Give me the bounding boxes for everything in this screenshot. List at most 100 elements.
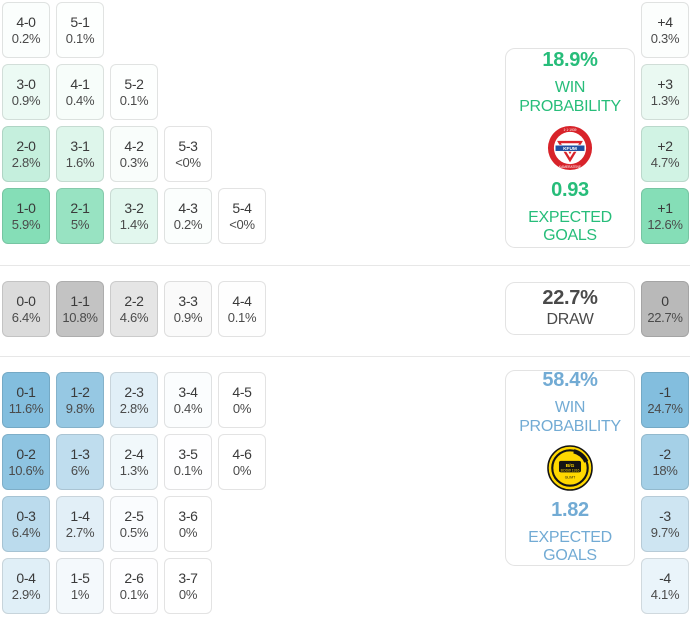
probability-percentage: 0% (178, 525, 198, 540)
score-label: 2-4 (124, 446, 144, 462)
probability-percentage: 1.4% (119, 217, 149, 232)
goal-diff-tile: +3 1.3% (641, 64, 689, 120)
score-tile: 4-0 0.2% (2, 2, 50, 58)
score-tile: 4-6 0% (218, 434, 266, 490)
probability-percentage: 4.6% (119, 310, 149, 325)
probability-percentage: 5% (70, 217, 90, 232)
probability-percentage: 1.6% (65, 155, 95, 170)
score-label: 3-5 (178, 446, 198, 462)
score-label: 0-2 (16, 446, 36, 462)
probability-percentage: <0% (175, 155, 201, 170)
svg-text:BODØ 1916: BODØ 1916 (561, 468, 580, 472)
score-label: 2-5 (124, 508, 144, 524)
score-label: 3-1 (70, 138, 90, 154)
score-tile: 3-0 0.9% (2, 64, 50, 120)
score-label: 1-0 (16, 200, 36, 216)
score-tile-row: 0-2 10.6% 1-3 6% 2-4 1.3% 3-5 0.1% 4-6 0% (2, 434, 266, 490)
probability-percentage: 2.8% (119, 401, 149, 416)
score-label: 1-2 (70, 384, 90, 400)
score-label: 4-3 (178, 200, 198, 216)
goal-diff-label: +2 (657, 138, 673, 154)
home-expected-goals-value: 0.93 (551, 179, 589, 201)
score-label: 0-1 (16, 384, 36, 400)
probability-percentage: 2.9% (11, 587, 41, 602)
probability-percentage: <0% (229, 217, 255, 232)
score-tile: 5-2 0.1% (110, 64, 158, 120)
score-label: 1-4 (70, 508, 90, 524)
score-label: 3-2 (124, 200, 144, 216)
home-win-probability-value: 18.9% (542, 49, 598, 72)
goal-diff-label: 0 (661, 293, 669, 309)
svg-text:KFUM: KFUM (563, 146, 577, 152)
score-label: 2-6 (124, 570, 144, 586)
probability-percentage: 9.8% (65, 401, 95, 416)
probability-percentage: 0.1% (65, 31, 95, 46)
score-tile: 1-0 5.9% (2, 188, 50, 244)
score-tile: 3-2 1.4% (110, 188, 158, 244)
score-label: 2-0 (16, 138, 36, 154)
probability-percentage: 10.6% (8, 463, 44, 478)
score-label: 3-0 (16, 76, 36, 92)
probability-percentage: 0.1% (227, 310, 257, 325)
goal-diff-tile: -3 9.7% (641, 496, 689, 552)
score-label: 5-4 (232, 200, 252, 216)
goal-diff-tile: -1 24.7% (641, 372, 689, 428)
draw-goal-diff-column: 0 22.7% (641, 281, 689, 337)
score-label: 3-4 (178, 384, 198, 400)
draw-summary-card: 22.7% DRAW (505, 282, 635, 335)
score-label: 0-4 (16, 570, 36, 586)
score-tile-row: 3-0 0.9% 4-1 0.4% 5-2 0.1% (2, 64, 266, 120)
away-win-score-grid: 0-1 11.6% 1-2 9.8% 2-3 2.8% 3-4 0.4% 4-5 0% 0-2 10.… (2, 372, 266, 614)
probability-percentage: 1% (70, 587, 90, 602)
probability-percentage: 6% (70, 463, 90, 478)
probability-percentage: 0.5% (119, 525, 149, 540)
score-label: 4-6 (232, 446, 252, 462)
probability-percentage: 0.9% (173, 310, 203, 325)
away-expected-goals-label: EXPECTED GOALS (528, 529, 612, 565)
score-tile: 1-3 6% (56, 434, 104, 490)
score-tile: 4-3 0.2% (164, 188, 212, 244)
score-tile: 3-3 0.9% (164, 281, 212, 337)
score-tile-row: 4-0 0.2% 5-1 0.1% (2, 2, 266, 58)
probability-percentage: 0.1% (119, 587, 149, 602)
goal-diff-label: -4 (659, 570, 671, 586)
svg-text:1·1·1939: 1·1·1939 (563, 128, 576, 132)
score-tile: 4-5 0% (218, 372, 266, 428)
score-label: 2-1 (70, 200, 90, 216)
score-tile: 1-2 9.8% (56, 372, 104, 428)
probability-percentage: 0% (178, 587, 198, 602)
probability-percentage: 4.1% (650, 587, 680, 602)
svg-text:KAMERATENE: KAMERATENE (559, 165, 582, 169)
probability-percentage: 0.9% (11, 93, 41, 108)
score-tile: 1-5 1% (56, 558, 104, 614)
draw-probability-value: 22.7% (542, 286, 598, 309)
home-win-score-grid: 4-0 0.2% 5-1 0.1% 3-0 0.9% 4-1 0.4% 5-2 0.1% 2-0 2.… (2, 2, 266, 244)
score-tile-row: 2-0 2.8% 3-1 1.6% 4-2 0.3% 5-3 <0% (2, 126, 266, 182)
score-label: 0-0 (16, 293, 36, 309)
score-tile: 4-4 0.1% (218, 281, 266, 337)
score-label: 0-3 (16, 508, 36, 524)
probability-percentage: 9.7% (650, 525, 680, 540)
score-tile: 0-2 10.6% (2, 434, 50, 490)
goal-diff-tile: +4 0.3% (641, 2, 689, 58)
score-label: 2-2 (124, 293, 144, 309)
score-label: 3-6 (178, 508, 198, 524)
goal-diff-label: +4 (657, 14, 673, 30)
goal-diff-label: -2 (659, 446, 671, 462)
goal-diff-label: -1 (659, 384, 671, 400)
score-tile: 3-4 0.4% (164, 372, 212, 428)
goal-diff-label: -3 (659, 508, 671, 524)
goal-diff-tile: -4 4.1% (641, 558, 689, 614)
score-tile: 2-0 2.8% (2, 126, 50, 182)
score-tile: 5-1 0.1% (56, 2, 104, 58)
probability-percentage: 0.1% (173, 463, 203, 478)
score-label: 4-4 (232, 293, 252, 309)
probability-percentage: 2.7% (65, 525, 95, 540)
score-tile: 2-1 5% (56, 188, 104, 244)
score-label: 5-2 (124, 76, 144, 92)
score-tile: 5-4 <0% (218, 188, 266, 244)
score-tile: 0-0 6.4% (2, 281, 50, 337)
score-tile: 2-4 1.3% (110, 434, 158, 490)
score-label: 1-5 (70, 570, 90, 586)
